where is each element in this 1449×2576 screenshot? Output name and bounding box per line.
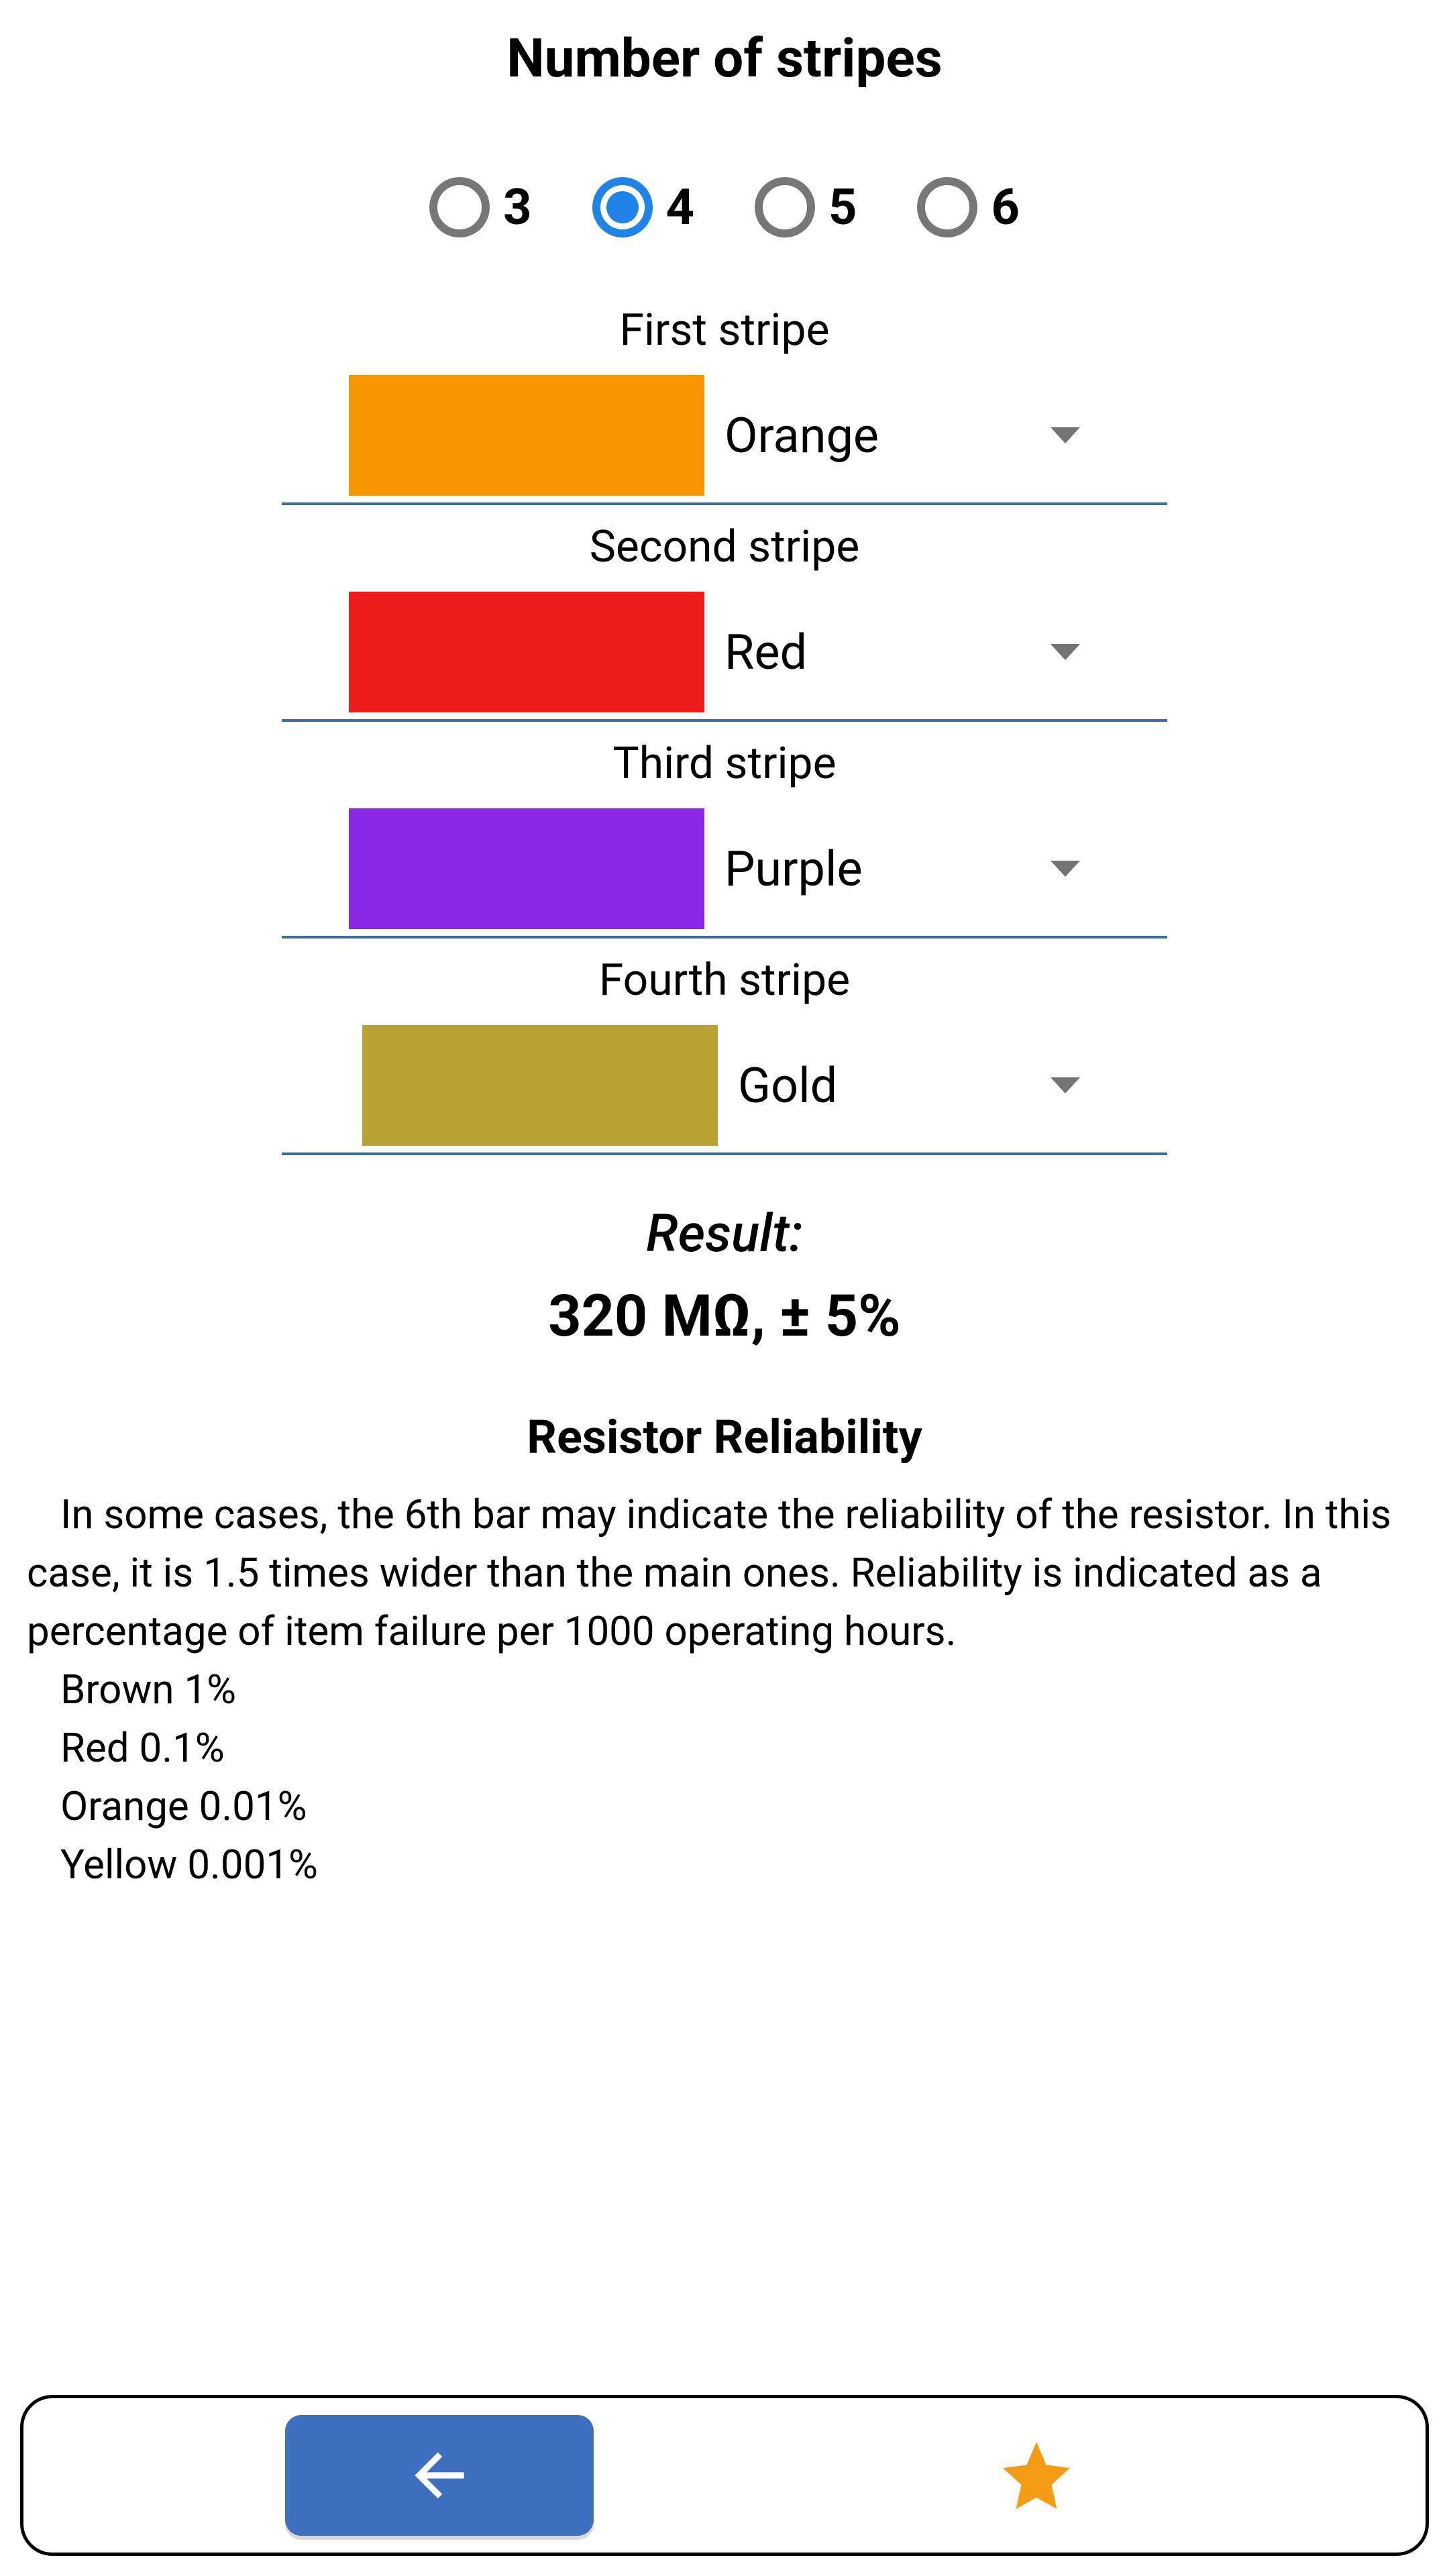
radio-option-6[interactable]: 6 <box>917 177 1019 237</box>
favorite-button[interactable] <box>996 2435 1077 2516</box>
result-value: 320 MΩ, ± 5% <box>548 1282 901 1350</box>
back-button[interactable] <box>285 2415 594 2536</box>
reliability-row: Brown 1% <box>60 1660 1422 1719</box>
reliability-list: Brown 1% Red 0.1% Orange 0.01% Yellow 0.… <box>27 1660 1422 1894</box>
stripe-selector-1[interactable]: Orange <box>282 375 1167 505</box>
reliability-section: Resistor Reliability In some cases, the … <box>20 1410 1429 1894</box>
reliability-row: Orange 0.01% <box>60 1777 1422 1835</box>
stripe-selectors: First stripe Orange Second stripe Red Th… <box>282 305 1167 1171</box>
reliability-row: Yellow 0.001% <box>60 1835 1422 1894</box>
stripe-caption-2: Second stripe <box>282 521 1167 573</box>
radio-icon <box>917 177 977 237</box>
radio-label: 5 <box>828 178 857 237</box>
radio-label: 3 <box>503 178 531 237</box>
radio-option-5[interactable]: 5 <box>755 177 857 237</box>
radio-option-4[interactable]: 4 <box>592 177 694 237</box>
radio-label: 4 <box>666 178 694 237</box>
chevron-down-icon <box>1051 861 1080 877</box>
stripe-swatch-2 <box>349 592 704 712</box>
page-title: Number of stripes <box>506 27 943 90</box>
stripe-swatch-3 <box>349 808 704 929</box>
radio-icon <box>429 177 490 237</box>
chevron-down-icon <box>1051 1077 1080 1093</box>
bottom-toolbar <box>20 2395 1429 2556</box>
stripe-caption-4: Fourth stripe <box>282 955 1167 1006</box>
radio-label: 6 <box>991 178 1019 237</box>
result-label: Result: <box>646 1203 803 1265</box>
stripe-color-name-3: Purple <box>724 841 1051 898</box>
stripe-color-name-2: Red <box>724 624 1051 681</box>
stripe-selector-2[interactable]: Red <box>282 592 1167 722</box>
stripe-color-name-1: Orange <box>724 407 1051 464</box>
arrow-left-icon <box>402 2438 476 2512</box>
app-screen: Number of stripes 3 4 5 6 First stripe <box>0 0 1449 2576</box>
reliability-row: Red 0.1% <box>60 1719 1422 1777</box>
stripe-caption-1: First stripe <box>282 305 1167 356</box>
chevron-down-icon <box>1051 644 1080 660</box>
reliability-title: Resistor Reliability <box>27 1410 1422 1465</box>
reliability-text: In some cases, the 6th bar may indicate … <box>27 1485 1422 1660</box>
stripe-swatch-1 <box>349 375 704 496</box>
content-area: Number of stripes 3 4 5 6 First stripe <box>0 0 1449 2576</box>
chevron-down-icon <box>1051 427 1080 443</box>
radio-icon <box>592 177 653 237</box>
stripe-color-name-4: Gold <box>738 1057 1051 1114</box>
stripe-count-radios: 3 4 5 6 <box>429 177 1020 237</box>
stripe-selector-4[interactable]: Gold <box>282 1025 1167 1155</box>
radio-option-3[interactable]: 3 <box>429 177 531 237</box>
stripe-caption-3: Third stripe <box>282 738 1167 790</box>
radio-icon <box>755 177 815 237</box>
stripe-swatch-4 <box>362 1025 718 1146</box>
stripe-selector-3[interactable]: Purple <box>282 808 1167 938</box>
star-icon <box>996 2435 1077 2516</box>
